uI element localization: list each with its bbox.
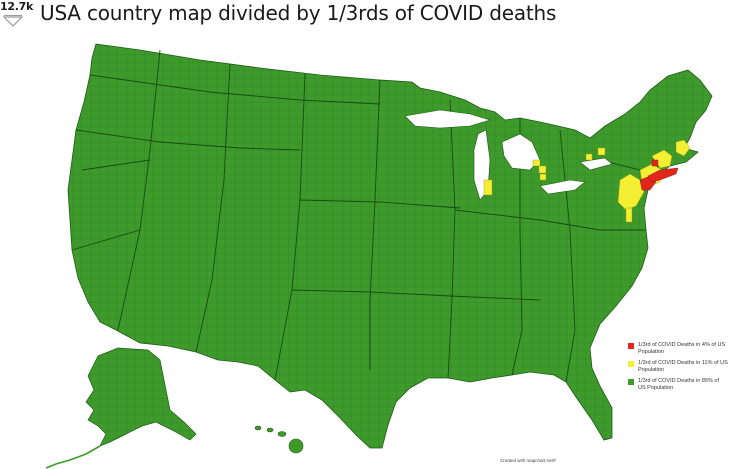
covid-deaths-map: 1/3rd of COVID Deaths in 4% of US Popula…	[0, 30, 736, 469]
alaska-shape	[45, 347, 197, 469]
map-credit: Created with mapchart.net®	[500, 458, 557, 463]
legend-label: 1/3rd of COVID Deaths in 85% of US Popul…	[638, 378, 720, 391]
usa-map-svg	[45, 43, 713, 469]
downvote-arrow-icon[interactable]	[2, 14, 24, 28]
legend-swatch-red	[628, 343, 634, 349]
legend-item-green: 1/3rd of COVID Deaths in 85% of US Popul…	[628, 378, 728, 391]
vote-count: 12.7k	[0, 0, 33, 13]
post-title[interactable]: USA country map divided by 1/3rds of COV…	[40, 1, 557, 25]
red-counties	[639, 159, 679, 191]
state-borders	[71, 49, 661, 383]
legend-label: 1/3rd of COVID Deaths in 11% of US Popul…	[638, 360, 728, 373]
map-legend: 1/3rd of COVID Deaths in 4% of US Popula…	[628, 342, 728, 396]
legend-swatch-yellow	[628, 361, 634, 367]
post-header: 12.7k USA country map divided by 1/3rds …	[0, 0, 736, 30]
legend-swatch-green	[628, 379, 634, 385]
vote-widget: 12.7k	[0, 0, 33, 30]
legend-item-red: 1/3rd of COVID Deaths in 4% of US Popula…	[628, 342, 728, 355]
hawaii-shape	[254, 425, 304, 454]
legend-item-yellow: 1/3rd of COVID Deaths in 11% of US Popul…	[628, 360, 728, 373]
legend-label: 1/3rd of COVID Deaths in 4% of US Popula…	[638, 342, 726, 355]
